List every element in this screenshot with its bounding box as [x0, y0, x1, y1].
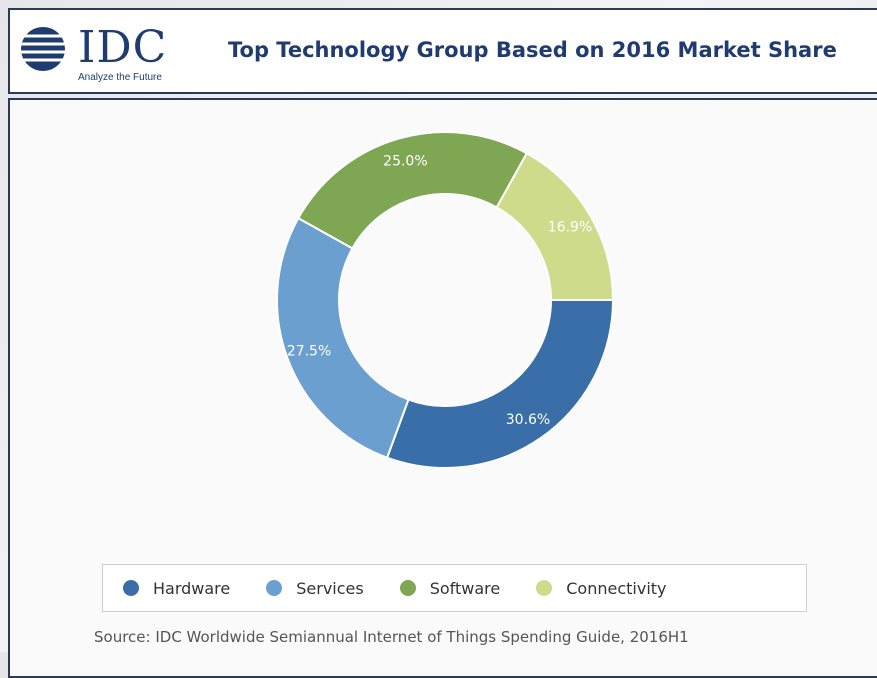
- legend-dot-hardware: [123, 580, 139, 596]
- page-title: Top Technology Group Based on 2016 Marke…: [228, 38, 837, 62]
- legend-dot-services: [266, 580, 283, 596]
- chart-panel: 30.6% 27.5% 25.0% 16.9% Hardware Services S…: [8, 98, 877, 678]
- slice-hardware[interactable]: [385, 299, 615, 469]
- idc-logo: IDC Analyze the Future: [18, 22, 188, 88]
- donut-chart: 30.6% 27.5% 25.0% 16.9%: [276, 131, 615, 469]
- legend-item-software[interactable]: Software: [399, 578, 501, 598]
- chart-legend: Hardware Services Software Connectivity: [102, 564, 807, 612]
- logo-wordmark: IDC: [78, 22, 168, 73]
- legend-label-services: Services: [296, 578, 364, 598]
- source-note: Source: IDC Worldwide Semiannual Interne…: [94, 628, 689, 646]
- logo-tagline: Analyze the Future: [78, 72, 162, 83]
- slice-services[interactable]: [276, 216, 410, 459]
- slice-label-hardware: 30.6%: [506, 412, 550, 428]
- legend-label-connectivity: Connectivity: [566, 578, 667, 598]
- slice-label-software: 25.0%: [383, 154, 427, 170]
- legend-dot-connectivity: [536, 580, 553, 596]
- slice-label-services: 27.5%: [287, 343, 331, 359]
- legend-label-software: Software: [429, 578, 501, 598]
- slice-software[interactable]: [296, 131, 529, 250]
- legend-item-connectivity[interactable]: Connectivity: [536, 578, 667, 598]
- legend-item-hardware[interactable]: Hardware: [123, 579, 230, 598]
- slice-label-connectivity: 16.9%: [548, 220, 592, 236]
- header-bar: IDC Analyze the Future Top Technology Gr…: [8, 8, 877, 94]
- globe-icon: [18, 27, 76, 71]
- legend-dot-software: [399, 580, 416, 596]
- slice-connectivity[interactable]: [495, 151, 615, 301]
- legend-item-services[interactable]: Services: [266, 578, 364, 598]
- legend-label-hardware: Hardware: [153, 578, 231, 598]
